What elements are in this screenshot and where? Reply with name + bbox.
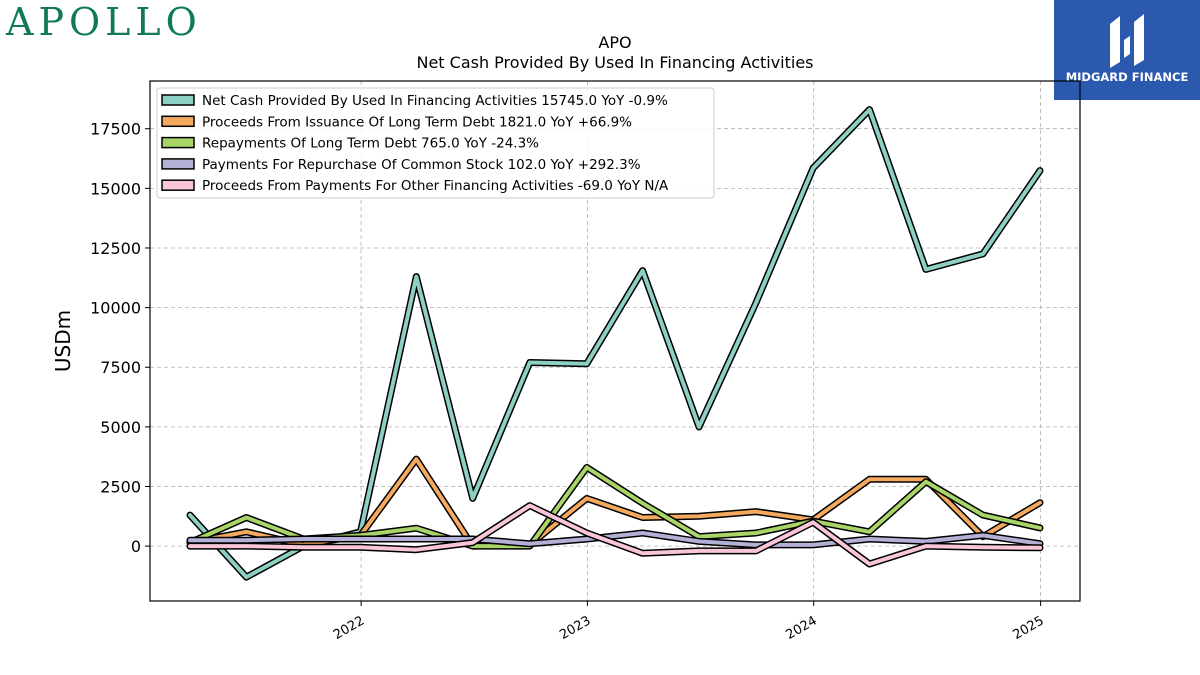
legend-entry: Payments For Repurchase Of Common Stock … xyxy=(202,157,641,173)
y-tick-label: 5000 xyxy=(100,418,141,437)
legend-swatch xyxy=(161,115,195,128)
x-axis-ticks: 2022 2023 2024 2025 xyxy=(331,601,1047,643)
plot-frame xyxy=(149,80,1081,602)
legend-entry: Repayments Of Long Term Debt 765.0 YoY -… xyxy=(202,136,539,152)
midgard-logo-text: MIDGARD FINANCE xyxy=(1065,70,1189,84)
chart-title: APO xyxy=(598,33,631,52)
x-tick-label: 2024 xyxy=(784,613,820,643)
legend-swatch xyxy=(161,136,195,149)
legend-entry: Proceeds From Payments For Other Financi… xyxy=(202,178,669,194)
series-line-5 xyxy=(186,502,1044,568)
midgard-finance-logo: MIDGARD FINANCE xyxy=(1054,0,1200,100)
y-axis-ticks: 0 2500 5000 7500 10000 12500 15000 17500 xyxy=(90,120,150,556)
series-stroke xyxy=(188,503,1042,566)
series-stroke xyxy=(188,531,1042,547)
x-tick-label: 2025 xyxy=(1010,613,1046,643)
series-lines xyxy=(186,106,1044,581)
midgard-logo-icon xyxy=(1110,14,1144,68)
legend: Net Cash Provided By Used In Financing A… xyxy=(156,87,715,199)
y-tick-label: 2500 xyxy=(100,478,141,497)
chart-subtitle: Net Cash Provided By Used In Financing A… xyxy=(416,53,813,72)
legend-entry: Net Cash Provided By Used In Financing A… xyxy=(202,93,668,109)
apollo-logo: APOLLO xyxy=(6,0,202,44)
y-tick-label: 7500 xyxy=(100,358,141,377)
legend-swatch xyxy=(161,94,195,106)
legend-swatch xyxy=(161,179,195,191)
series-line-4 xyxy=(186,529,1044,549)
y-tick-label: 12500 xyxy=(90,239,141,258)
y-tick-label: 0 xyxy=(131,537,141,556)
x-tick-label: 2022 xyxy=(331,613,367,643)
legend-entry: Proceeds From Issuance Of Long Term Debt… xyxy=(202,114,632,130)
y-tick-label: 15000 xyxy=(90,179,141,198)
y-tick-label: 10000 xyxy=(90,299,141,318)
x-tick-label: 2023 xyxy=(557,613,593,643)
legend-swatch xyxy=(161,158,195,170)
y-tick-label: 17500 xyxy=(90,120,141,139)
legend-box xyxy=(156,87,715,199)
y-axis-label: USDm xyxy=(51,310,75,372)
